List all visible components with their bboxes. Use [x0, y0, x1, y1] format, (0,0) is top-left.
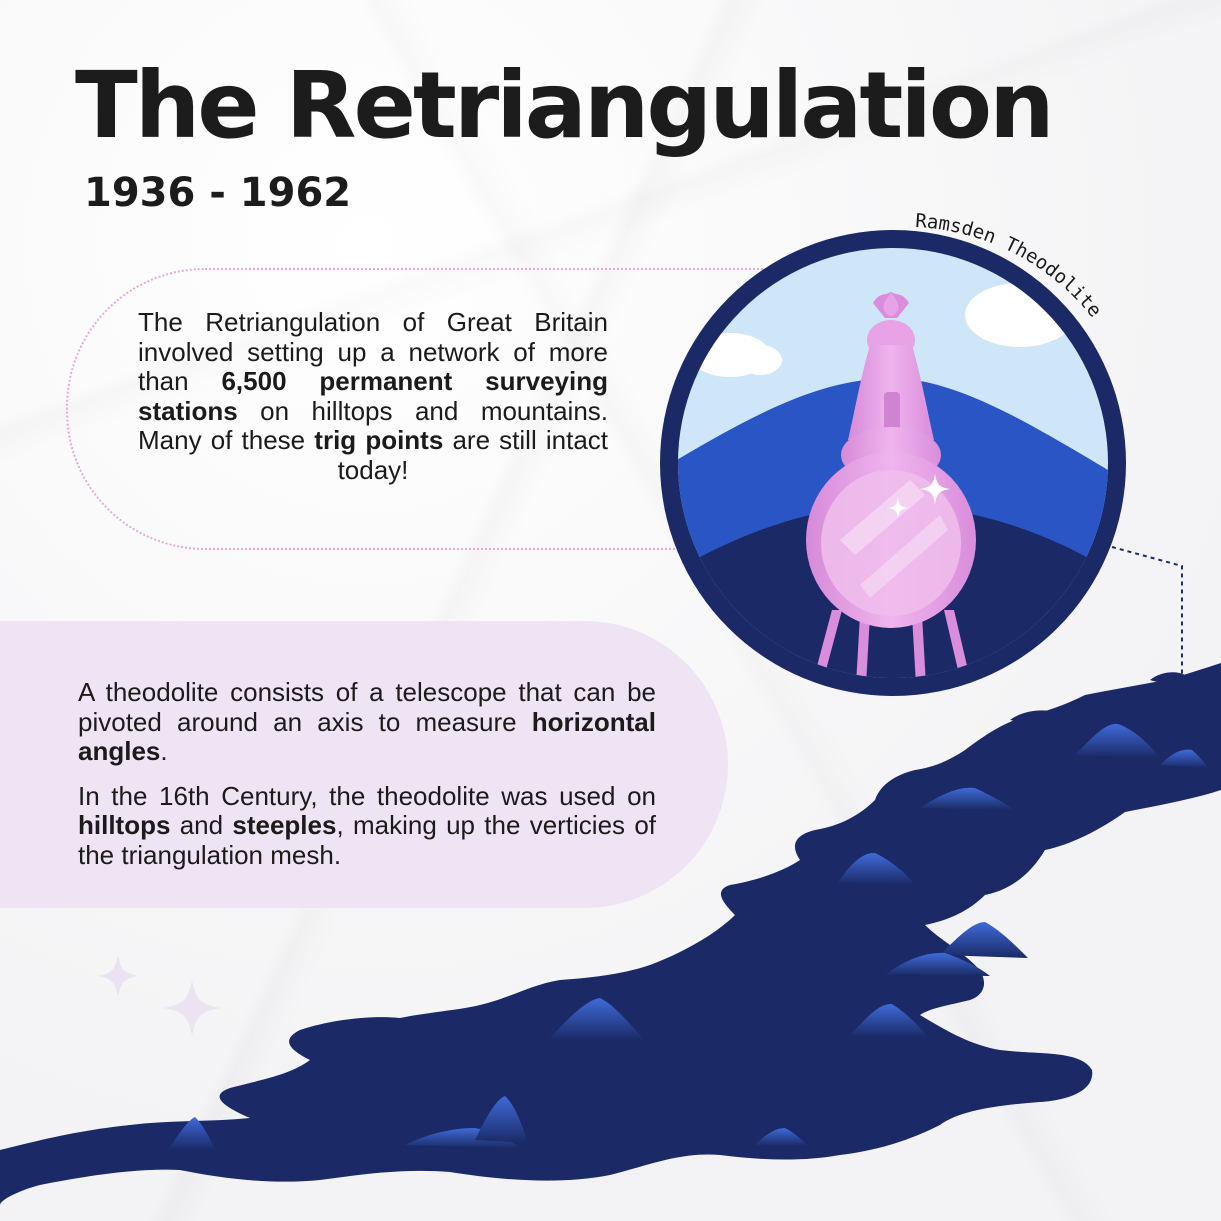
text-part: In the 16th Century, the theodolite was …	[78, 780, 656, 811]
highlight-steeples: steeples	[232, 810, 337, 840]
theodolite-info-text: A theodolite consists of a telescope tha…	[78, 677, 656, 871]
date-range: 1936 - 1962	[84, 170, 352, 216]
intro-text: The Retriangulation of Great Britain inv…	[138, 307, 609, 485]
intro-highlight-trig-points: trig points	[314, 425, 444, 455]
theodolite-paragraph-1: A theodolite consists of a telescope tha…	[78, 677, 656, 767]
intro-text-part: on hilltops and mountains. Many of these	[138, 395, 608, 455]
page-title: The Retriangulation	[75, 52, 1055, 159]
intro-text-part: The Retriangulation of Great Britain inv…	[138, 307, 608, 396]
theodolite-paragraph-2: In the 16th Century, the theodolite was …	[78, 780, 656, 871]
text-part: and	[170, 810, 233, 840]
intro-text-part: are still intact today!	[337, 425, 609, 485]
text-part: .	[160, 736, 168, 766]
intro-dotted-outline	[66, 268, 768, 550]
intro-highlight-stations: 6,500 permanent surveying stations	[138, 366, 608, 426]
highlight-hilltops: hilltops	[78, 810, 171, 840]
